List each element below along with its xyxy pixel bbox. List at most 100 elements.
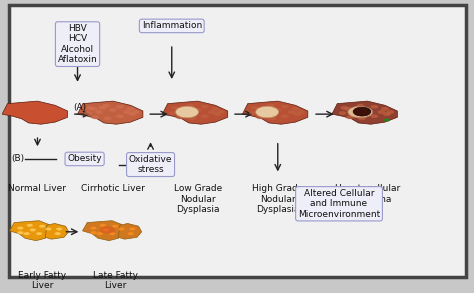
Ellipse shape (100, 226, 115, 234)
Ellipse shape (201, 105, 209, 109)
Ellipse shape (251, 106, 259, 110)
Ellipse shape (18, 231, 24, 234)
Ellipse shape (112, 225, 118, 228)
Text: Hepatocellular
Carcinoma: Hepatocellular Carcinoma (334, 184, 401, 204)
Ellipse shape (263, 106, 271, 110)
Ellipse shape (95, 110, 102, 114)
Ellipse shape (102, 104, 109, 108)
Text: Late Fatty
Liver: Late Fatty Liver (93, 271, 138, 290)
Ellipse shape (211, 107, 219, 111)
Polygon shape (82, 221, 123, 241)
Ellipse shape (371, 114, 378, 118)
Ellipse shape (249, 111, 257, 115)
Ellipse shape (100, 224, 106, 227)
Polygon shape (9, 221, 50, 241)
Polygon shape (332, 101, 397, 124)
Ellipse shape (116, 114, 124, 118)
Ellipse shape (109, 232, 115, 235)
Ellipse shape (97, 232, 103, 235)
Ellipse shape (56, 228, 63, 231)
Ellipse shape (194, 108, 201, 112)
Text: Obesity: Obesity (67, 154, 102, 163)
Ellipse shape (353, 107, 371, 116)
Ellipse shape (292, 107, 299, 111)
Ellipse shape (344, 107, 352, 111)
Ellipse shape (46, 228, 52, 231)
Ellipse shape (255, 106, 279, 118)
Ellipse shape (217, 110, 225, 114)
Text: HBV
HCV
Alcohol
Aflatoxin: HBV HCV Alcohol Aflatoxin (58, 24, 97, 64)
Text: (A): (A) (73, 103, 86, 112)
Ellipse shape (90, 107, 97, 111)
Ellipse shape (174, 107, 182, 111)
Ellipse shape (201, 114, 209, 118)
Ellipse shape (378, 110, 385, 114)
Ellipse shape (103, 229, 109, 231)
Ellipse shape (269, 116, 276, 120)
Ellipse shape (127, 107, 135, 111)
Text: (B): (B) (11, 154, 24, 163)
Ellipse shape (281, 114, 289, 118)
Ellipse shape (213, 112, 221, 116)
Ellipse shape (371, 105, 378, 109)
Ellipse shape (297, 110, 305, 114)
Ellipse shape (281, 105, 289, 109)
Ellipse shape (187, 104, 194, 108)
Ellipse shape (118, 228, 125, 231)
Text: Oxidative
stress: Oxidative stress (129, 155, 173, 174)
Ellipse shape (175, 106, 199, 118)
Ellipse shape (348, 106, 373, 118)
Ellipse shape (267, 104, 274, 108)
Ellipse shape (386, 110, 394, 114)
Ellipse shape (293, 112, 301, 116)
Ellipse shape (116, 105, 124, 109)
Ellipse shape (274, 108, 282, 112)
Ellipse shape (255, 107, 262, 111)
Ellipse shape (208, 110, 216, 114)
Ellipse shape (84, 111, 92, 115)
Ellipse shape (123, 110, 131, 114)
Ellipse shape (346, 115, 354, 119)
Ellipse shape (129, 228, 136, 231)
Ellipse shape (383, 112, 391, 116)
Polygon shape (242, 101, 308, 124)
Ellipse shape (356, 104, 364, 108)
Text: Normal Liver: Normal Liver (9, 184, 66, 193)
Ellipse shape (338, 111, 346, 115)
Ellipse shape (128, 112, 136, 116)
Ellipse shape (381, 107, 389, 111)
Text: Early Fatty
Liver: Early Fatty Liver (18, 271, 66, 290)
Text: Low Grade
Nodular
Dysplasia: Low Grade Nodular Dysplasia (173, 184, 222, 214)
Text: Inflammation: Inflammation (142, 21, 202, 30)
Ellipse shape (24, 232, 30, 235)
Ellipse shape (169, 111, 177, 115)
Ellipse shape (171, 106, 179, 110)
Ellipse shape (189, 116, 196, 120)
Ellipse shape (86, 106, 94, 110)
Ellipse shape (91, 226, 97, 229)
Polygon shape (46, 224, 69, 239)
Ellipse shape (176, 115, 184, 119)
Ellipse shape (349, 110, 357, 114)
Ellipse shape (256, 115, 264, 119)
Ellipse shape (91, 115, 99, 119)
Text: Cirrhotic Liver: Cirrhotic Liver (81, 184, 145, 193)
Ellipse shape (132, 110, 140, 114)
Ellipse shape (36, 232, 42, 235)
Ellipse shape (353, 106, 361, 110)
Ellipse shape (180, 110, 187, 114)
Ellipse shape (18, 226, 24, 229)
Ellipse shape (383, 118, 390, 122)
Ellipse shape (260, 110, 267, 114)
FancyBboxPatch shape (9, 5, 466, 277)
Ellipse shape (364, 108, 371, 112)
Ellipse shape (340, 106, 348, 110)
Ellipse shape (91, 231, 97, 234)
Polygon shape (162, 101, 228, 124)
Ellipse shape (183, 106, 191, 110)
Ellipse shape (39, 225, 46, 228)
Ellipse shape (99, 106, 106, 110)
Ellipse shape (104, 116, 111, 120)
Polygon shape (78, 101, 143, 124)
Ellipse shape (288, 110, 296, 114)
